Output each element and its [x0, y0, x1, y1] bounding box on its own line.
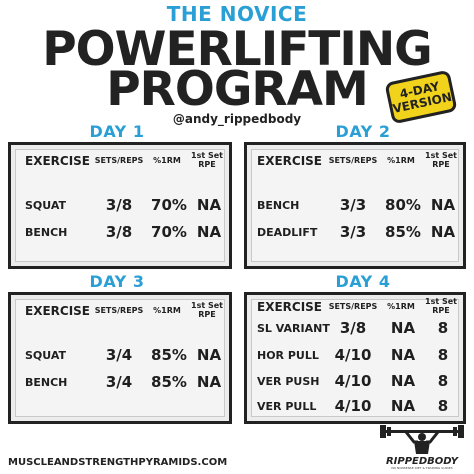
day4-table: EXERCISE SETS/REPS %1RM 1st Set RPE SL VA…: [244, 292, 466, 424]
day2-table: EXERCISE SETS/REPS %1RM 1st Set RPE BENCH…: [244, 142, 466, 269]
day3-table: EXERCISE SETS/REPS %1RM 1st Set RPE SQUAT…: [8, 292, 232, 424]
pct-value: NA: [390, 319, 416, 337]
exercise-name: HOR PULL: [257, 349, 319, 362]
rpe-value: NA: [430, 196, 456, 214]
day1-label: DAY 1: [89, 122, 145, 141]
rpe-value: 8: [437, 397, 449, 415]
day2-label: DAY 2: [335, 122, 391, 141]
pct-value: 70%: [151, 223, 187, 241]
exercise-name: VER PULL: [257, 400, 317, 413]
exercise-name: DEADLIFT: [257, 226, 318, 239]
rpe-value: 8: [437, 372, 449, 390]
col-rpe-header: 1st Set RPE: [425, 297, 457, 315]
sets-reps-value: 3/8: [105, 223, 133, 241]
col-rpe-header: 1st Set RPE: [191, 301, 223, 319]
pct-value: 80%: [385, 196, 421, 214]
pct-value: NA: [390, 372, 416, 390]
exercise-name: SQUAT: [25, 349, 67, 362]
col-pct-header: %1RM: [387, 156, 415, 165]
exercise-name: BENCH: [25, 226, 68, 239]
sets-reps-value: 3/8: [105, 196, 133, 214]
sets-reps-value: 3/3: [339, 196, 367, 214]
rpe-value: NA: [196, 196, 222, 214]
col-sets-header: SETS/REPS: [94, 306, 144, 315]
website-text: MUSCLEANDSTRENGTHPYRAMIDS.COM: [8, 457, 228, 468]
exercise-name: BENCH: [25, 376, 68, 389]
logo-subtext: NO NONSENSE DIET & TRAINING GUIDES: [391, 466, 453, 470]
pct-value: 85%: [385, 223, 421, 241]
pct-value: NA: [390, 346, 416, 364]
col-rpe-header: 1st Set RPE: [191, 151, 223, 169]
sets-reps-value: 4/10: [334, 372, 372, 390]
sets-reps-value: 3/4: [105, 346, 133, 364]
day3-label: DAY 3: [89, 272, 145, 291]
col-sets-header: SETS/REPS: [328, 156, 378, 165]
col-pct-header: %1RM: [153, 156, 181, 165]
sets-reps-value: 4/10: [334, 346, 372, 364]
exercise-name: SQUAT: [25, 199, 67, 212]
author-handle: @andy_rippedbody: [172, 112, 302, 126]
col-exercise-header: EXERCISE: [257, 154, 322, 168]
logo-text: RIPPEDBODY: [385, 456, 459, 467]
rpe-value: NA: [430, 223, 456, 241]
col-pct-header: %1RM: [387, 302, 415, 311]
day1-table: EXERCISE SETS/REPS %1RM 1st Set RPE SQUAT…: [8, 142, 232, 269]
page-title-line1: POWERLIFTING: [42, 22, 433, 77]
pct-value: NA: [390, 397, 416, 415]
rpe-value: 8: [437, 319, 449, 337]
kicker-text: THE NOVICE: [166, 2, 308, 26]
pct-value: 70%: [151, 196, 187, 214]
sets-reps-value: 3/4: [105, 373, 133, 391]
day4-label: DAY 4: [335, 272, 391, 291]
page-title-line2: PROGRAM: [106, 62, 369, 117]
rippedbody-logo: RIPPEDBODY NO NONSENSE DIET & TRAINING G…: [376, 424, 468, 472]
col-pct-header: %1RM: [153, 306, 181, 315]
exercise-name: BENCH: [257, 199, 300, 212]
sets-reps-value: 3/3: [339, 223, 367, 241]
rpe-value: 8: [437, 346, 449, 364]
col-exercise-header: EXERCISE: [25, 154, 90, 168]
col-exercise-header: EXERCISE: [25, 304, 90, 318]
pct-value: 85%: [151, 373, 187, 391]
rpe-value: NA: [196, 373, 222, 391]
exercise-name: SL VARIANT: [257, 322, 330, 335]
col-exercise-header: EXERCISE: [257, 300, 322, 314]
sets-reps-value: 3/8: [339, 319, 367, 337]
exercise-name: VER PUSH: [257, 375, 320, 388]
col-sets-header: SETS/REPS: [328, 302, 378, 311]
col-rpe-header: 1st Set RPE: [425, 151, 457, 169]
sets-reps-value: 4/10: [334, 397, 372, 415]
rpe-value: NA: [196, 346, 222, 364]
rpe-value: NA: [196, 223, 222, 241]
col-sets-header: SETS/REPS: [94, 156, 144, 165]
pct-value: 85%: [151, 346, 187, 364]
lifter-icon: [380, 425, 464, 454]
